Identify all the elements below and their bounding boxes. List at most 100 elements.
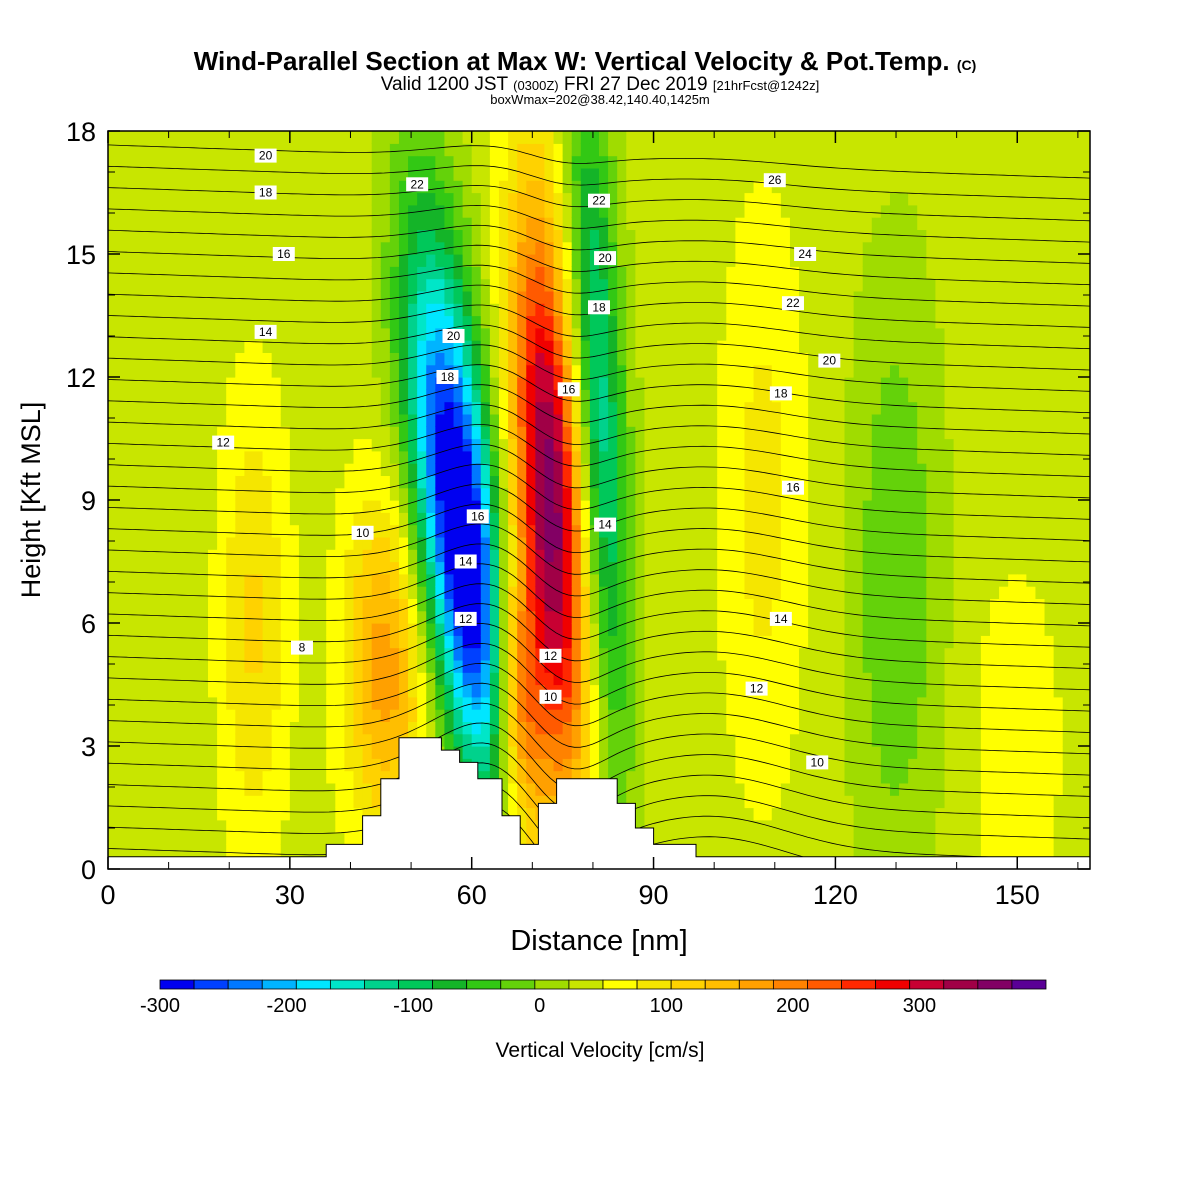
field-cell xyxy=(599,352,609,366)
field-cell xyxy=(498,721,509,735)
field-cell xyxy=(435,401,446,415)
field-cell xyxy=(235,389,245,403)
field-cell xyxy=(217,463,227,476)
field-cell xyxy=(426,143,436,157)
field-cell xyxy=(717,377,727,390)
field-cell xyxy=(553,672,564,686)
field-cell xyxy=(735,573,746,587)
field-cell xyxy=(562,217,573,230)
field-cell xyxy=(426,659,436,673)
field-cell xyxy=(644,819,655,833)
field-cell xyxy=(408,573,418,587)
field-cell xyxy=(717,217,727,230)
field-cell xyxy=(699,254,709,267)
field-cell xyxy=(562,340,573,353)
field-cell xyxy=(726,450,736,464)
field-cell xyxy=(535,610,546,624)
field-cell xyxy=(662,290,673,304)
field-cell xyxy=(244,536,255,550)
field-cell xyxy=(326,647,336,661)
field-cell xyxy=(453,623,464,636)
field-cell xyxy=(280,635,291,649)
field-cell xyxy=(708,782,718,796)
field-cell xyxy=(244,217,255,230)
field-cell xyxy=(526,155,536,169)
field-cell xyxy=(262,758,273,772)
field-cell xyxy=(326,131,336,144)
field-cell xyxy=(580,524,591,538)
field-cell xyxy=(808,573,818,587)
field-cell xyxy=(671,573,682,587)
field-cell xyxy=(408,327,418,341)
field-cell xyxy=(498,180,509,194)
field-cell xyxy=(617,167,627,181)
field-cell xyxy=(208,635,218,649)
field-cell xyxy=(389,586,400,599)
field-cell xyxy=(198,266,209,280)
field-cell xyxy=(762,389,773,403)
field-cell xyxy=(689,795,700,809)
field-cell xyxy=(489,696,500,710)
field-cell xyxy=(444,536,455,550)
field-cell xyxy=(117,647,127,661)
field-cell xyxy=(435,512,446,526)
field-cell xyxy=(662,623,673,636)
field-cell xyxy=(844,721,855,735)
field-cell xyxy=(689,536,700,550)
field-cell xyxy=(417,315,427,329)
field-cell xyxy=(135,229,145,243)
field-cell xyxy=(280,315,291,329)
field-cell xyxy=(153,131,164,144)
field-cell xyxy=(298,303,309,317)
field-cell xyxy=(498,426,509,440)
field-cell xyxy=(608,549,618,563)
field-cell xyxy=(453,131,464,144)
field-cell xyxy=(826,795,837,809)
field-cell xyxy=(198,229,209,243)
field-cell xyxy=(680,426,691,440)
field-cell xyxy=(753,315,764,329)
field-cell xyxy=(108,659,118,673)
field-cell xyxy=(308,450,318,464)
field-cell xyxy=(371,192,382,206)
field-cell xyxy=(480,549,491,563)
field-cell xyxy=(635,438,646,452)
field-cell xyxy=(544,377,555,390)
field-cell xyxy=(189,746,200,759)
field-cell xyxy=(853,487,864,501)
field-cell xyxy=(353,782,364,796)
field-cell xyxy=(626,746,636,759)
field-cell xyxy=(699,155,709,169)
field-cell xyxy=(153,598,164,612)
field-cell xyxy=(517,340,527,353)
field-cell xyxy=(371,795,382,809)
field-cell xyxy=(280,758,291,772)
field-cell xyxy=(571,684,582,698)
field-cell xyxy=(453,635,464,649)
field-cell xyxy=(708,549,718,563)
field-cell xyxy=(644,204,655,218)
field-cell xyxy=(853,143,864,157)
field-cell xyxy=(417,475,427,489)
field-cell xyxy=(544,426,555,440)
field-cell xyxy=(726,487,736,501)
field-cell xyxy=(498,500,509,513)
field-cell xyxy=(517,327,527,341)
field-cell xyxy=(371,364,382,378)
field-cell xyxy=(753,647,764,661)
field-cell xyxy=(762,352,773,366)
field-cell xyxy=(135,746,145,759)
field-cell xyxy=(126,832,136,845)
field-cell xyxy=(417,377,427,390)
field-cell xyxy=(308,709,318,722)
field-cell xyxy=(153,500,164,513)
field-cell xyxy=(171,143,182,157)
field-cell xyxy=(153,487,164,501)
field-cell xyxy=(826,782,837,796)
field-cell xyxy=(271,782,282,796)
field-cell xyxy=(189,512,200,526)
field-cell xyxy=(589,389,600,403)
field-cell xyxy=(699,131,709,144)
field-cell xyxy=(644,315,655,329)
field-cell xyxy=(126,782,136,796)
